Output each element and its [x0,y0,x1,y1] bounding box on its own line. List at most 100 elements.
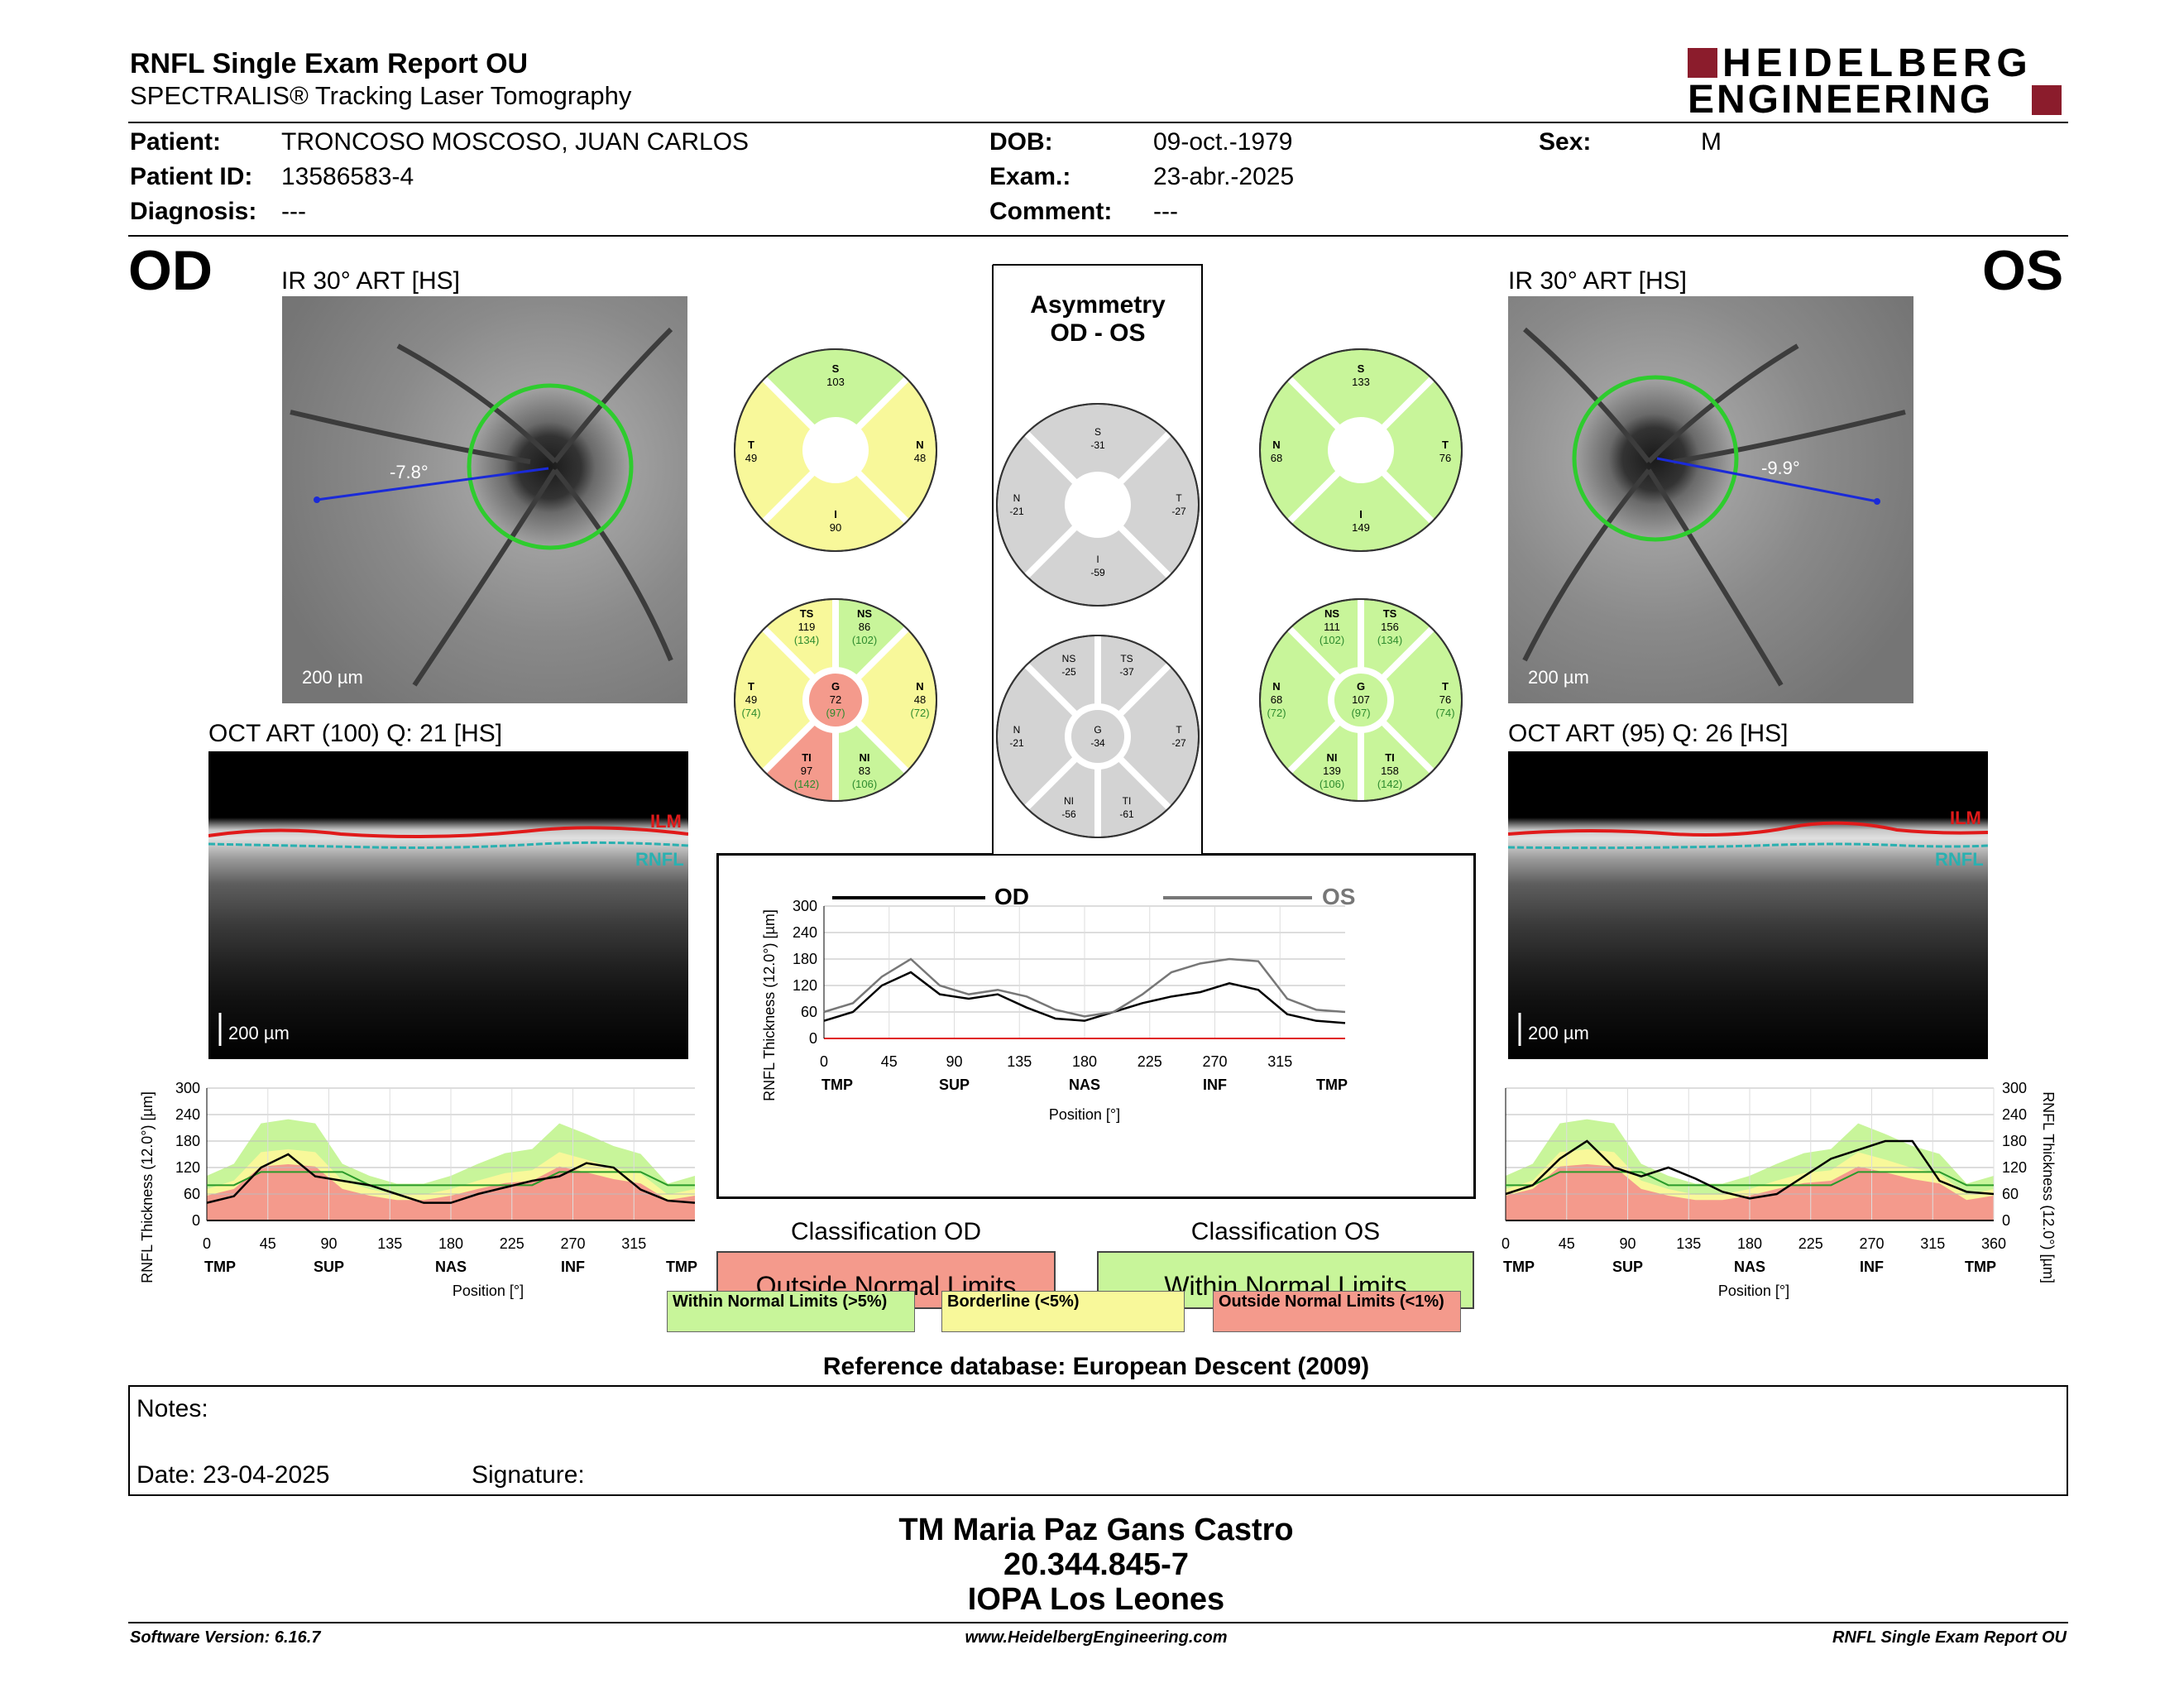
os-g-label: G [1357,680,1365,693]
asym-s-value: -31 [1090,439,1105,451]
asym-ni-label: NI [1064,795,1074,807]
os-i-label: I [1359,508,1363,520]
os-rnfl-label: RNFL [1935,849,1984,870]
os-ts-value: 156 [1381,621,1399,633]
os-ti-label: TI [1385,751,1395,764]
asym-t-value: -27 [1171,506,1186,517]
patient-id-label: Patient ID: [130,163,253,190]
od-ns-value: 86 [859,621,870,633]
os-plot-area: 0 60 120 180 240 300 0 45 90 135 180 225 270 315 360 TM… [1502,1080,2027,1275]
od-n-value: 48 [914,452,926,464]
legend-within: Within Normal Limits (>5%) [667,1291,915,1332]
ou-sector-label: TMP [1316,1077,1348,1093]
od-ytick: 180 [175,1133,200,1149]
os-ytick: 180 [2002,1133,2027,1149]
exam-label: Exam.: [989,163,1071,190]
os-n6-label: N [1272,680,1280,693]
os-sector-label: INF [1860,1259,1884,1275]
report-title: RNFL Single Exam Report OU [130,48,529,79]
od-s-label: S [832,362,840,375]
od-oct-scale: 200 µm [228,1023,290,1043]
patient-divider [128,235,2068,237]
os-ts-label: TS [1383,607,1397,620]
os-xtick: 360 [1981,1235,2006,1252]
asym-n-value: -21 [1009,506,1024,517]
os-xtick: 90 [1619,1235,1636,1252]
ou-xlabel: Position [°] [1049,1106,1120,1123]
os-ts-ref: (134) [1377,634,1402,646]
os-t6-label: T [1442,680,1449,693]
os-sector-label: TMP [1503,1259,1535,1275]
od-ti-label: TI [802,751,812,764]
od-g-label: G [831,680,840,693]
os-ytick: 120 [2002,1159,2027,1176]
os-ni-ref: (106) [1320,778,1344,790]
od-t6-ref: (74) [741,707,760,719]
od-i-label: I [834,508,837,520]
comment-label: Comment: [989,198,1113,225]
os-ytick: 240 [2002,1106,2027,1123]
od-normal-mean [207,1171,695,1187]
od-ns-ref: (102) [852,634,877,646]
od-n-label: N [916,439,923,451]
report-subtitle: SPECTRALIS® Tracking Laser Tomography [130,81,632,110]
od-g-value: 72 [830,693,841,706]
os-ytick: 300 [2002,1080,2027,1096]
os-g-value: 107 [1352,693,1370,706]
ou-ytick: 120 [793,977,817,994]
asym-n6-label: N [1013,724,1021,736]
signatory-rut: 20.344.845-7 [1003,1547,1189,1582]
od-ni-ref: (106) [852,778,877,790]
od-t6-value: 49 [745,693,757,706]
ou-xtick: 180 [1072,1053,1097,1070]
os-ns-label: NS [1324,607,1339,620]
od-ytick: 120 [175,1159,200,1176]
reference-database: Reference database: European Descent (20… [822,1353,1370,1380]
legend-outside: Outside Normal Limits (<1%) [1213,1291,1461,1332]
od-oct-scan: ILM RNFL 200 µm [208,751,688,1059]
od-g-ref: (97) [826,707,845,719]
os-n-label: N [1272,439,1280,451]
signatory-clinic: IOPA Los Leones [967,1582,1225,1617]
os-xtick: 315 [1920,1235,1945,1252]
exam-value: 23-abr.-2025 [1153,163,1295,190]
ou-comparison-frame [717,854,1475,1198]
footer-website[interactable]: www.HeidelbergEngineering.com [965,1628,1228,1647]
asymmetry-title: Asymmetry [1030,291,1166,319]
software-version: Software Version: 6.16.7 [130,1628,321,1647]
asym-g-value: -34 [1090,737,1105,749]
signatory-name: TM Maria Paz Gans Castro [898,1513,1294,1547]
ou-xtick: 90 [946,1053,962,1070]
sex-label: Sex: [1539,128,1592,156]
asym-ti-value: -61 [1119,808,1134,820]
os-xtick: 135 [1676,1235,1701,1252]
os-thickness-chart: 0 60 120 180 240 300 0 45 90 135 180 225 270 315 360 TM… [1502,1080,2057,1299]
asym-ns-value: -25 [1061,666,1076,678]
asym-ts-label: TS [1120,653,1133,664]
os-sector-label: TMP [1965,1259,1996,1275]
od-t-value: 49 [745,452,757,464]
notes-box: Notes: Date: 23-04-2025 Signature: [128,1385,2068,1496]
os-oct-label: OCT ART (95) Q: 26 [HS] [1508,720,1789,747]
os-sector-label: NAS [1734,1259,1765,1275]
od-ytick: 60 [184,1186,200,1202]
classification-od-title: Classification OD [790,1218,982,1245]
od-xtick: 90 [320,1235,337,1252]
patient-id-value: 13586583-4 [281,163,414,190]
dob-label: DOB: [989,128,1053,156]
od-ts-ref: (134) [794,634,819,646]
od-ytick: 240 [175,1106,200,1123]
os-ylabel: RNFL Thickness (12.0°) [µm] [2040,1091,2057,1283]
ou-sector-label: NAS [1069,1077,1100,1093]
ou-ytick: 180 [793,951,817,967]
od-ns-label: NS [857,607,872,620]
ou-series-od [823,971,1346,1024]
os-series-os [1505,1139,1995,1200]
os-ytick: 0 [2002,1212,2010,1229]
asym-s-label: S [1094,426,1101,438]
od-ni-value: 83 [859,765,870,777]
asym-i-value: -59 [1090,567,1105,578]
od-xlabel: Position [°] [453,1283,524,1299]
os-g-ref: (97) [1351,707,1370,719]
asym-ni-value: -56 [1061,808,1076,820]
